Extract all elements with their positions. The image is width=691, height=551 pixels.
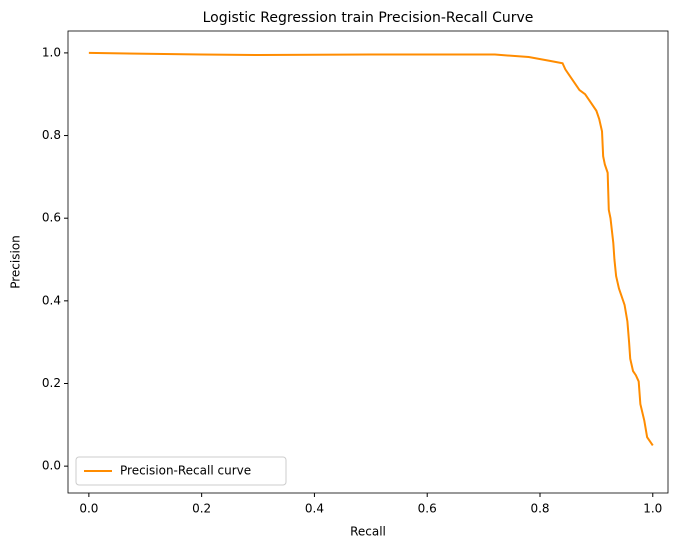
x-tick-label: 1.0	[643, 502, 662, 516]
y-tick-label: 0.4	[42, 293, 61, 307]
y-tick-label: 0.6	[42, 211, 61, 225]
y-tick-label: 0.0	[42, 459, 61, 473]
x-axis-label: Recall	[350, 525, 386, 539]
x-tick-label: 0.4	[305, 502, 324, 516]
y-tick-label: 0.8	[42, 128, 61, 142]
line-series	[88, 51, 654, 447]
legend-box	[75, 456, 287, 486]
y-axis-label: Precision	[9, 235, 23, 289]
y-tick-label: 1.0	[42, 45, 61, 59]
x-tick-label: 0.0	[79, 502, 98, 516]
chart-title: Logistic Regression train Precision-Reca…	[203, 10, 534, 26]
x-tick-label: 0.2	[192, 502, 211, 516]
x-tick-label: 0.6	[418, 502, 437, 516]
y-tick-label: 0.2	[42, 376, 61, 390]
plot-frame	[67, 30, 669, 494]
x-tick-label: 0.8	[530, 502, 549, 516]
legend-label: Precision-Recall curve	[120, 464, 251, 478]
